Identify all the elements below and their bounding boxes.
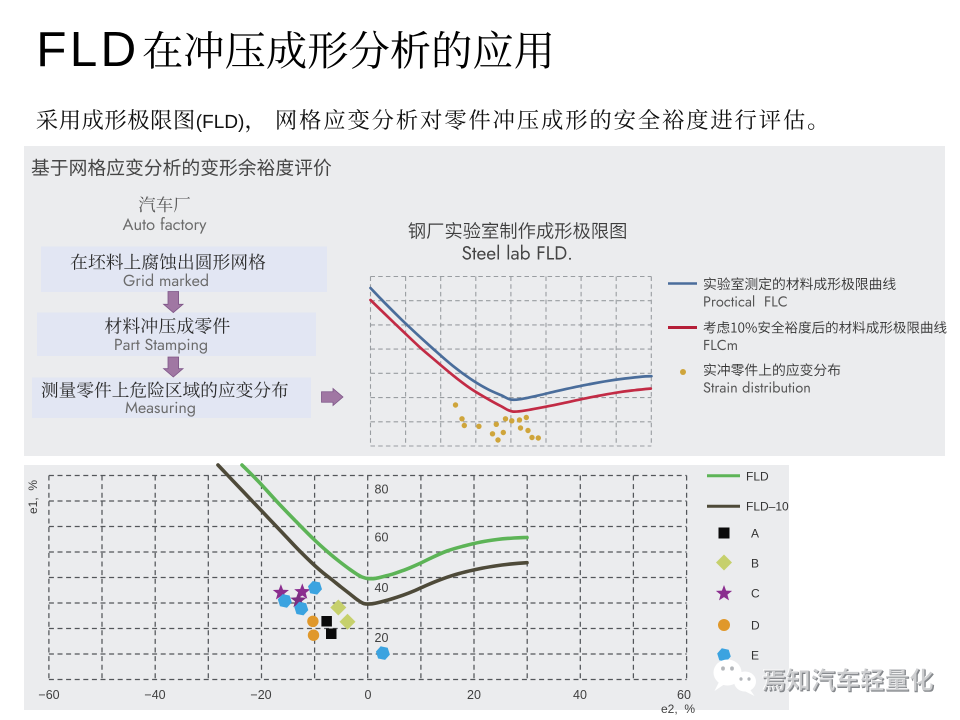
svg-text:FLD: FLD	[746, 470, 769, 484]
svg-text:40: 40	[573, 688, 587, 702]
svg-text:20: 20	[467, 688, 481, 702]
svg-text:D: D	[751, 619, 760, 633]
svg-text:E: E	[751, 649, 759, 663]
svg-text:40: 40	[375, 581, 389, 595]
svg-text:FLD: FLD	[36, 22, 139, 77]
svg-text:B: B	[751, 557, 759, 571]
svg-text:−40: −40	[144, 688, 165, 702]
svg-text:−60: −60	[38, 688, 59, 702]
svg-text:C: C	[751, 587, 760, 601]
svg-text:20: 20	[375, 631, 389, 645]
svg-text:A: A	[751, 527, 759, 541]
svg-text:−20: −20	[250, 688, 271, 702]
svg-text:60: 60	[677, 688, 691, 702]
svg-text:e1, %: e1, %	[26, 480, 40, 514]
svg-text:0: 0	[365, 688, 372, 702]
svg-text:60: 60	[375, 531, 389, 545]
svg-text:e2, %: e2, %	[661, 702, 695, 716]
svg-text:80: 80	[375, 483, 389, 497]
svg-text:FLD–10: FLD–10	[746, 500, 789, 514]
